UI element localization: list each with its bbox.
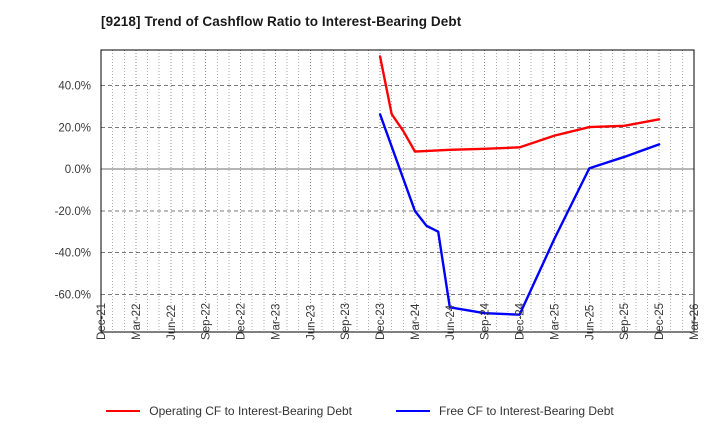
series-line-free-cf	[378, 113, 661, 316]
y-axis-tick-label: 40.0%	[58, 81, 91, 93]
x-axis-tick-label: Mar-23	[270, 304, 282, 340]
x-axis-tick-label: Sep-25	[619, 303, 631, 340]
series-layer	[378, 55, 661, 316]
legend-swatch-free-cf	[396, 410, 430, 412]
series-line-operating-cf	[378, 55, 661, 153]
x-axis-tick-label: Jun-24	[445, 304, 457, 340]
x-axis-tick-label: Jun-22	[166, 305, 178, 340]
legend-item-free-cf[interactable]: Free CF to Interest-Bearing Debt	[396, 404, 614, 418]
x-axis-tick-label: Sep-24	[480, 302, 492, 340]
axes-layer	[100, 49, 695, 333]
y-axis-tick-label: -40.0%	[55, 248, 91, 260]
legend-swatch-operating-cf	[106, 410, 141, 412]
y-axis-tick-label: 0.0%	[65, 164, 91, 176]
x-axis-tick-label: Dec-24	[515, 302, 527, 340]
x-axis-tick-label: Dec-23	[375, 303, 387, 340]
chart-title: [9218] Trend of Cashflow Ratio to Intere…	[101, 14, 462, 29]
chart-legend: Operating CF to Interest-Bearing Debt Fr…	[0, 404, 720, 418]
x-axis-tick-label: Mar-22	[131, 304, 143, 340]
x-axis-tick-label: Sep-22	[201, 303, 213, 340]
x-axis-tick-label: Dec-22	[236, 303, 248, 340]
x-axis-tick-label: Sep-23	[340, 303, 352, 340]
legend-label-free-cf: Free CF to Interest-Bearing Debt	[439, 404, 614, 418]
grid-layer	[100, 50, 695, 332]
ytick-label-layer: 40.0% 20.0% 0.0% -20.0% -40.0% -60.0%	[55, 81, 91, 302]
x-axis-tick-label: Jun-25	[584, 305, 596, 340]
y-axis-tick-label: -20.0%	[55, 206, 91, 218]
legend-label-operating-cf: Operating CF to Interest-Bearing Debt	[149, 404, 352, 418]
y-axis-tick-label: 20.0%	[58, 122, 91, 134]
x-axis-tick-label: Dec-25	[654, 303, 666, 340]
plot-border	[100, 49, 695, 333]
legend-item-operating-cf[interactable]: Operating CF to Interest-Bearing Debt	[106, 404, 352, 418]
y-axis-tick-label: -60.0%	[55, 289, 91, 301]
x-axis-tick-label: Mar-24	[410, 303, 422, 340]
x-axis-tick-label: Mar-26	[689, 304, 701, 340]
x-axis-tick-label: Jun-23	[305, 305, 317, 340]
xtick-label-layer: Dec-21 Mar-22 Jun-22 Sep-22 Dec-22 Mar-23 Jun-…	[96, 302, 701, 340]
x-axis-tick-label: Mar-25	[549, 304, 561, 340]
x-axis-tick-label: Dec-21	[96, 303, 108, 340]
